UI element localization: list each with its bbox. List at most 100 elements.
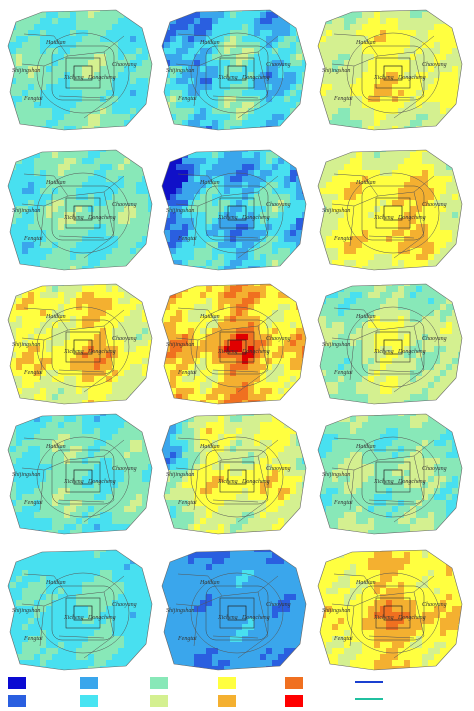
heat-cell <box>94 10 101 13</box>
heat-cell <box>254 60 261 67</box>
heat-cell <box>356 102 363 109</box>
heat-cell <box>308 236 314 242</box>
heat-cell <box>88 170 95 177</box>
heat-cell <box>458 152 462 159</box>
heat-cell <box>464 72 470 78</box>
heat-cell <box>416 30 423 37</box>
heat-cell <box>362 108 369 115</box>
heat-cell <box>356 66 363 73</box>
heat-cell <box>28 60 35 67</box>
heat-cell <box>76 272 82 278</box>
heat-cell <box>318 126 321 130</box>
heat-cell <box>380 54 387 61</box>
heat-cell <box>88 340 95 347</box>
heat-cell <box>266 328 273 335</box>
heat-cell <box>194 388 201 395</box>
heat-cell <box>194 48 201 55</box>
heat-cell <box>308 36 314 42</box>
heat-cell <box>248 310 255 317</box>
heat-cell <box>176 24 183 31</box>
heat-cell <box>188 376 195 383</box>
heat-cell <box>206 170 213 177</box>
heat-cell <box>260 254 267 261</box>
heat-cell <box>176 224 183 231</box>
heat-cell <box>52 394 59 401</box>
heat-cell <box>248 242 255 249</box>
heat-cell <box>332 218 339 225</box>
heat-cell <box>380 84 387 91</box>
heat-cell <box>398 236 405 243</box>
heat-cell <box>176 218 183 225</box>
heat-cell <box>440 176 447 183</box>
heat-cell <box>236 298 243 305</box>
heat-cell <box>344 84 351 91</box>
heat-cell <box>182 60 189 67</box>
heat-cell <box>70 346 77 353</box>
heat-cell <box>260 358 267 365</box>
heat-cell <box>188 60 195 67</box>
heat-cell <box>142 84 149 91</box>
heat-cell <box>22 84 29 91</box>
heat-cell <box>386 188 393 195</box>
heat-cell <box>112 18 119 25</box>
heat-cell <box>124 370 131 377</box>
heat-cell <box>302 298 306 305</box>
heat-cell <box>64 126 71 130</box>
heat-cell <box>64 316 71 323</box>
heat-cell <box>200 84 207 91</box>
heat-cell <box>136 120 143 127</box>
heat-cell <box>296 188 303 195</box>
heat-cell <box>302 334 306 341</box>
heat-cell <box>302 230 306 237</box>
heat-cell <box>88 382 95 389</box>
heat-cell <box>106 176 113 183</box>
heat-cell <box>164 236 171 243</box>
heat-cell <box>52 236 59 243</box>
heat-cell <box>344 400 351 404</box>
heat-cell <box>224 170 231 177</box>
heat-cell <box>112 54 119 61</box>
heat-cell <box>188 242 195 249</box>
heat-cell <box>422 236 429 243</box>
heat-cell <box>218 18 225 25</box>
heat-cell <box>28 194 35 201</box>
ring-road <box>227 205 247 221</box>
heat-cell <box>440 224 447 231</box>
heat-cell <box>182 54 189 61</box>
heat-cell <box>136 188 143 195</box>
heat-cell <box>320 298 327 305</box>
heat-cell <box>194 120 201 127</box>
heat-cell <box>162 158 165 165</box>
heat-cell <box>170 310 177 317</box>
heat-cell <box>392 108 399 115</box>
heat-cell <box>16 60 23 67</box>
heat-cell <box>356 54 363 61</box>
heat-cell <box>142 24 149 31</box>
heat-cell <box>52 304 59 311</box>
heat-cell <box>8 364 11 371</box>
heat-cell <box>386 42 393 49</box>
heat-cell <box>28 230 35 237</box>
heat-cell <box>88 18 95 25</box>
heat-cell <box>136 340 143 347</box>
heat-cell <box>58 42 65 49</box>
heat-cell <box>464 54 470 60</box>
heat-cell <box>28 382 35 389</box>
heat-cell <box>188 358 195 365</box>
heat-cell <box>224 18 231 25</box>
heat-cell <box>28 352 35 359</box>
heat-cell <box>70 72 77 79</box>
heat-cell <box>64 376 71 383</box>
heat-cell <box>356 286 363 293</box>
heat-cell <box>136 84 143 91</box>
heat-cell <box>374 292 381 299</box>
heat-cell <box>40 254 47 261</box>
heat-cell <box>148 292 152 299</box>
heat-cell <box>398 96 405 103</box>
heat-cell <box>338 150 345 153</box>
heat-cell <box>94 48 101 55</box>
heat-cell <box>272 158 279 165</box>
heat-cell <box>266 206 273 213</box>
heat-cell <box>8 224 11 231</box>
heat-cell <box>350 382 357 389</box>
